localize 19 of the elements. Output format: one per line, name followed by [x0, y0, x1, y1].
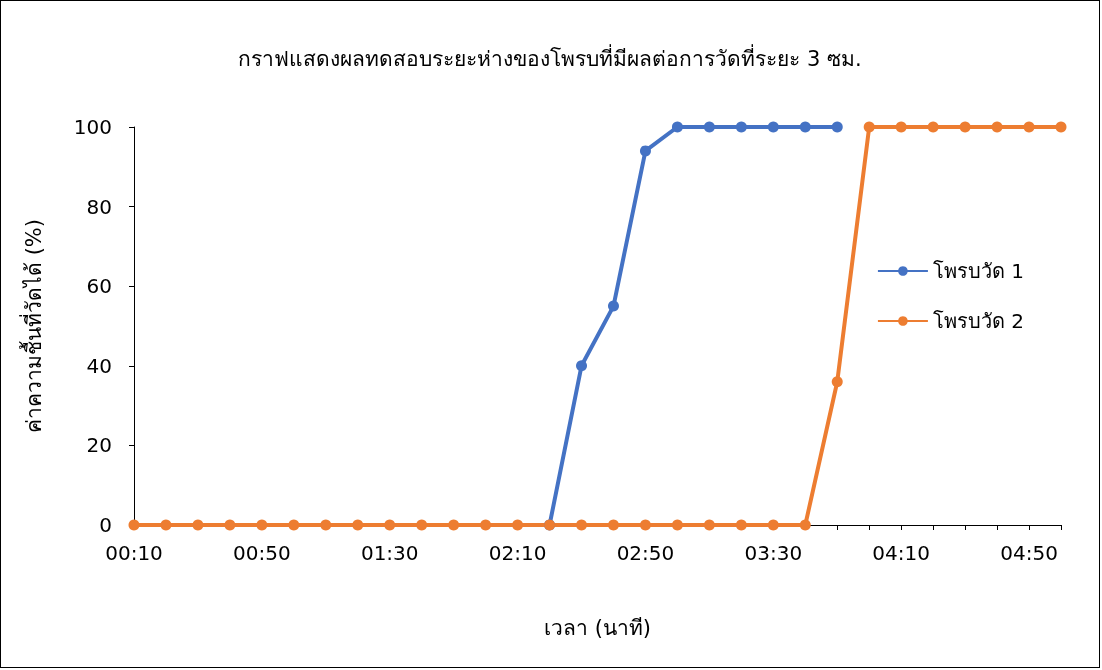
legend-label: โพรบวัด 2 — [932, 309, 1025, 333]
y-tick-label: 20 — [86, 433, 112, 458]
y-axis-title: ค่าความชื้นที่วัดได้ (%) — [18, 218, 46, 434]
y-tick-label: 80 — [86, 194, 112, 219]
legend-label: โพรบวัด 1 — [932, 259, 1025, 283]
y-tick-label: 60 — [86, 274, 112, 299]
x-axis-title: เวลา (นาที) — [543, 615, 652, 640]
x-tick-label: 03:30 — [744, 541, 803, 565]
x-tick-label: 04:50 — [1000, 541, 1058, 565]
x-tick-label: 01:30 — [360, 541, 419, 565]
y-tick-label: 100 — [73, 115, 112, 139]
x-tick-label: 02:50 — [616, 541, 675, 565]
y-tick-label: 40 — [86, 353, 112, 378]
x-tick-label: 04:10 — [872, 541, 930, 565]
x-tick-label: 00:10 — [105, 541, 163, 565]
x-tick-label: 02:10 — [488, 541, 547, 565]
chart-title: กราฟแสดงผลทดสอบระยะห่างของโพรบที่มีผลต่อการวัดที่ระยะ 3 ซม. — [238, 43, 862, 71]
y-tick-label: 0 — [99, 513, 112, 537]
x-tick-label: 00:50 — [233, 541, 291, 565]
